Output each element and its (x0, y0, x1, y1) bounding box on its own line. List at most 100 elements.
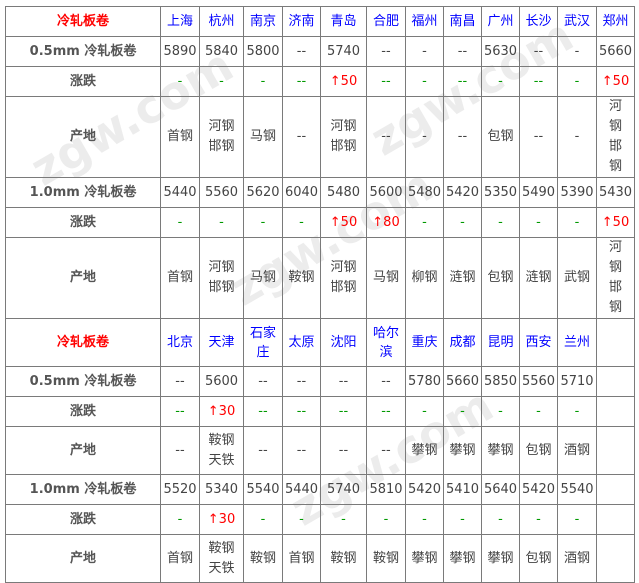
price-row: 0.5mm 冷轧板卷 5890 5840 5800 -- 5740 -- - -- 5630 -- -… (5, 36, 635, 67)
city-link[interactable]: 天津 (199, 318, 244, 367)
change-cell: - (405, 396, 444, 427)
origin-cell: 柳钢 (405, 237, 444, 319)
change-cell: - (557, 207, 597, 238)
origin-cell: 河钢邯钢 (320, 96, 367, 178)
change-cell: - (243, 207, 283, 238)
price-cell: 5480 (405, 177, 444, 208)
row-label: 产地 (5, 426, 161, 475)
city-link[interactable]: 广州 (481, 6, 520, 37)
origin-cell: 酒钢 (557, 534, 597, 583)
origin-cell: 马钢 (243, 237, 283, 319)
price-cell: 5850 (481, 366, 520, 397)
city-link[interactable]: 太原 (282, 318, 321, 367)
price-row: 0.5mm 冷轧板卷 -- 5600 -- -- -- -- 5780 5660 5850 5560… (5, 366, 635, 397)
city-link[interactable]: 北京 (160, 318, 200, 367)
city-link[interactable]: 郑州 (596, 6, 635, 37)
row-label: 0.5mm 冷轧板卷 (5, 366, 161, 397)
price-cell: 5890 (160, 36, 200, 67)
origin-cell: 涟钢 (519, 237, 558, 319)
city-link[interactable]: 长沙 (519, 6, 558, 37)
row-label: 1.0mm 冷轧板卷 (5, 474, 161, 505)
origin-cell (596, 534, 635, 583)
change-row: 涨跌 -- ↑30 -- -- -- -- - - - - - (5, 396, 635, 427)
price-cell: 5440 (282, 474, 321, 505)
origin-cell: -- (519, 96, 558, 178)
origin-cell: 河钢邯钢 (199, 237, 244, 319)
origin-cell: 攀钢 (481, 534, 520, 583)
change-cell: -- (282, 66, 321, 97)
city-link[interactable]: 石家庄 (243, 318, 283, 367)
change-cell: - (481, 504, 520, 535)
change-cell: - (443, 504, 482, 535)
price-cell: 5740 (320, 36, 367, 67)
origin-cell: 河钢邯钢 (320, 237, 367, 319)
change-cell: ↑50 (320, 207, 367, 238)
change-cell: - (557, 396, 597, 427)
change-cell: - (243, 66, 283, 97)
product-title: 冷轧板卷 (5, 6, 161, 37)
city-link[interactable]: 武汉 (557, 6, 597, 37)
city-link[interactable]: 西安 (519, 318, 558, 367)
price-cell: 5620 (243, 177, 283, 208)
origin-row: 产地 首钢 河钢邯钢 马钢 -- 河钢邯钢 -- - -- 包钢 -- - 河钢邯钢 (5, 96, 635, 178)
price-cell: 5340 (199, 474, 244, 505)
city-link[interactable]: 南昌 (443, 6, 482, 37)
city-link[interactable]: 沈阳 (320, 318, 367, 367)
price-cell: - (557, 36, 597, 67)
row-label: 涨跌 (5, 396, 161, 427)
origin-cell: -- (366, 426, 406, 475)
product-title: 冷轧板卷 (5, 318, 161, 367)
row-label: 产地 (5, 237, 161, 319)
change-cell: - (481, 66, 520, 97)
origin-cell (596, 426, 635, 475)
city-link[interactable]: 杭州 (199, 6, 244, 37)
origin-cell: 马钢 (366, 237, 406, 319)
change-cell: -- (366, 66, 406, 97)
city-link[interactable]: 合肥 (366, 6, 406, 37)
origin-cell: 攀钢 (481, 426, 520, 475)
price-cell: 5660 (596, 36, 635, 67)
change-cell: - (443, 396, 482, 427)
price-cell: 5840 (199, 36, 244, 67)
origin-cell: 鞍钢 (282, 237, 321, 319)
change-cell: - (481, 207, 520, 238)
city-header-row: 冷轧板卷 上海 杭州 南京 济南 青岛 合肥 福州 南昌 广州 长沙 武汉 郑州 (5, 6, 635, 37)
change-cell: -- (243, 396, 283, 427)
change-cell (596, 504, 635, 535)
price-cell: 5600 (199, 366, 244, 397)
change-row: 涨跌 - - - - ↑50 ↑80- - - - - ↑50 (5, 207, 635, 238)
origin-cell: - (405, 96, 444, 178)
origin-cell: 首钢 (160, 237, 200, 319)
change-cell: - (160, 504, 200, 535)
origin-cell: 鞍钢天铁 (199, 426, 244, 475)
change-cell: - (519, 504, 558, 535)
city-link[interactable]: 兰州 (557, 318, 597, 367)
change-cell: -- (320, 396, 367, 427)
city-link[interactable]: 南京 (243, 6, 283, 37)
price-cell: - (405, 36, 444, 67)
city-link[interactable]: 上海 (160, 6, 200, 37)
city-link[interactable]: 青岛 (320, 6, 367, 37)
row-label: 产地 (5, 96, 161, 178)
city-link[interactable]: 重庆 (405, 318, 444, 367)
city-link[interactable]: 福州 (405, 6, 444, 37)
price-cell: 5540 (557, 474, 597, 505)
price-cell: 5740 (320, 474, 367, 505)
change-cell: - (160, 66, 200, 97)
price-cell: -- (443, 36, 482, 67)
change-cell: ↑80 (366, 207, 406, 238)
city-link[interactable]: 昆明 (481, 318, 520, 367)
origin-cell: 首钢 (160, 534, 200, 583)
city-link[interactable]: 济南 (282, 6, 321, 37)
price-cell: -- (519, 36, 558, 67)
change-cell: ↑50 (320, 66, 367, 97)
change-cell: - (557, 66, 597, 97)
price-cell: 5520 (160, 474, 200, 505)
city-link[interactable]: 哈尔滨 (366, 318, 406, 367)
price-cell: 5410 (443, 474, 482, 505)
origin-cell: 河钢邯钢 (596, 237, 635, 319)
row-label: 0.5mm 冷轧板卷 (5, 36, 161, 67)
origin-cell: 首钢 (160, 96, 200, 178)
city-link[interactable]: 成都 (443, 318, 482, 367)
origin-row: 产地 首钢 河钢邯钢 马钢 鞍钢 河钢邯钢 马钢 柳钢 涟钢 包钢 涟钢 武钢 河钢邯钢 (5, 237, 635, 319)
